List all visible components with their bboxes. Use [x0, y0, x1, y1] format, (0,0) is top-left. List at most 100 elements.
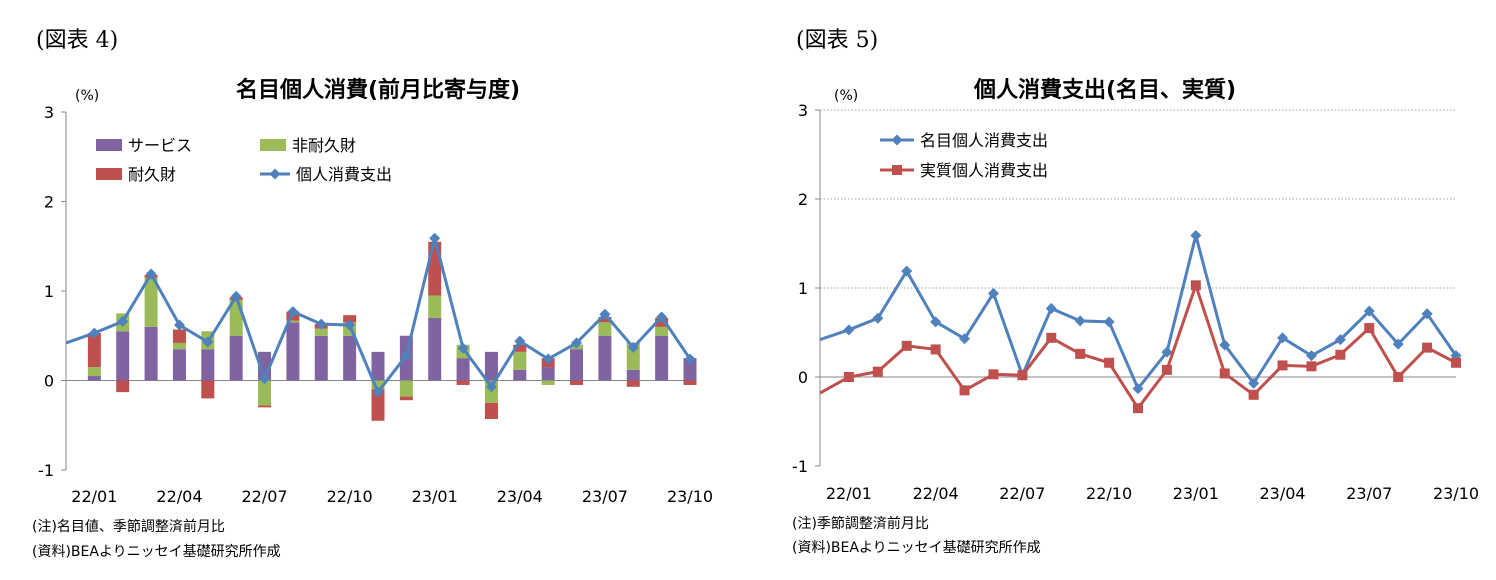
bar-segment — [201, 380, 215, 399]
data-point — [872, 312, 884, 324]
bar-segment — [484, 351, 498, 381]
data-point — [1190, 280, 1201, 291]
data-point — [1103, 316, 1115, 328]
y-tick-label: 3 — [44, 103, 54, 122]
x-tick-label: 23/04 — [1259, 484, 1305, 503]
legend-label: 実質個人消費支出 — [920, 161, 1048, 180]
data-point — [1190, 229, 1202, 241]
bar-segment — [172, 349, 186, 381]
data-point — [959, 385, 970, 396]
y-tick-label: 0 — [798, 368, 808, 387]
x-tick-label: 23/07 — [1346, 484, 1392, 503]
data-point — [1248, 389, 1259, 400]
data-point — [684, 353, 696, 365]
x-tick-label: 23/10 — [1433, 484, 1479, 503]
bar-segment — [484, 402, 498, 419]
data-point — [88, 327, 100, 339]
data-point — [872, 366, 883, 377]
y-tick-label: 1 — [44, 282, 54, 301]
data-point — [627, 341, 639, 353]
bar-segment — [655, 326, 669, 336]
bar-segment — [655, 335, 669, 381]
data-point — [485, 381, 497, 393]
x-tick-label: 22/07 — [999, 484, 1045, 503]
legend-swatch — [260, 139, 286, 151]
bar-segment — [683, 358, 697, 381]
data-point — [1132, 383, 1144, 395]
data-point — [1104, 357, 1115, 368]
x-tick-label: 23/10 — [667, 487, 713, 506]
x-tick-label: 22/10 — [327, 487, 373, 506]
x-tick-label: 22/04 — [156, 487, 202, 506]
chart-title: 個人消費支出(名目、実質) — [974, 78, 1237, 103]
bar-segment — [201, 349, 215, 381]
x-tick-label: 23/01 — [412, 487, 458, 506]
data-point — [571, 337, 583, 349]
bar-segment — [399, 380, 413, 397]
data-point — [1277, 360, 1288, 371]
bar-segment — [371, 351, 385, 381]
x-tick-label: 22/01 — [826, 484, 872, 503]
y-tick-label: 2 — [798, 190, 808, 209]
data-point — [269, 168, 281, 180]
bar-segment — [87, 333, 101, 368]
x-tick-label: 23/01 — [1173, 484, 1219, 503]
data-point — [514, 335, 526, 347]
legend-label: サービス — [128, 136, 192, 155]
bar-segment — [570, 349, 584, 381]
data-point — [1451, 357, 1461, 368]
source-text: (資料)BEAよりニッセイ基礎研究所作成 — [32, 544, 281, 560]
bar-segment — [598, 335, 612, 381]
chart-panel-left: (図表 4) 名目個人消費(前月比寄与度) (%) -1 0 1 2 3 22/01 22/… — [32, 28, 713, 560]
data-point — [1306, 361, 1317, 372]
data-point — [959, 333, 971, 345]
legend-label: 耐久財 — [128, 165, 176, 184]
bar-segment — [428, 317, 442, 381]
data-point — [457, 342, 469, 354]
data-point — [1074, 315, 1086, 327]
data-point — [259, 373, 271, 385]
data-point — [843, 372, 854, 382]
bar-segment — [456, 358, 470, 381]
data-point — [987, 287, 999, 299]
bar-segment — [683, 380, 697, 385]
x-tick-label: 22/01 — [71, 487, 117, 506]
bar-segment — [343, 315, 357, 323]
data-point — [542, 353, 554, 365]
data-point — [1248, 377, 1260, 389]
data-point — [1334, 334, 1346, 346]
unit-label: (%) — [75, 88, 100, 104]
bar-segment — [399, 396, 413, 401]
data-point — [1046, 332, 1057, 343]
data-point — [230, 290, 242, 302]
x-tick-label: 22/04 — [913, 484, 959, 503]
bar-segment — [456, 380, 470, 385]
y-tick-label: 1 — [798, 279, 808, 298]
data-point — [202, 336, 214, 348]
bar-segment — [626, 369, 640, 381]
bar-segment — [144, 326, 158, 381]
chart-title: 名目個人消費(前月比寄与度) — [236, 78, 521, 103]
data-point — [891, 134, 903, 146]
legend-swatch — [96, 168, 122, 180]
bar-segment — [116, 331, 130, 381]
data-point — [1305, 350, 1317, 362]
bar-segment — [598, 322, 612, 336]
figure-label: (図表 4) — [36, 28, 119, 53]
data-point — [1422, 342, 1433, 353]
data-point — [145, 268, 157, 280]
note-text: (注)名目値、季節調整済前月比 — [32, 519, 225, 535]
data-point — [1017, 370, 1028, 381]
bar-segment — [87, 376, 101, 381]
bar-segment — [144, 277, 158, 327]
bar-segment — [541, 367, 555, 381]
bar-segment — [343, 335, 357, 381]
x-tick-label: 22/10 — [1086, 484, 1132, 503]
data-point — [1219, 339, 1231, 351]
source-text: (資料)BEAよりニッセイ基礎研究所作成 — [792, 540, 1041, 556]
bar-segment — [172, 342, 186, 350]
data-point — [1364, 323, 1375, 334]
bar-segment — [541, 380, 555, 385]
x-tick-label: 22/07 — [241, 487, 287, 506]
data-point — [930, 344, 941, 355]
